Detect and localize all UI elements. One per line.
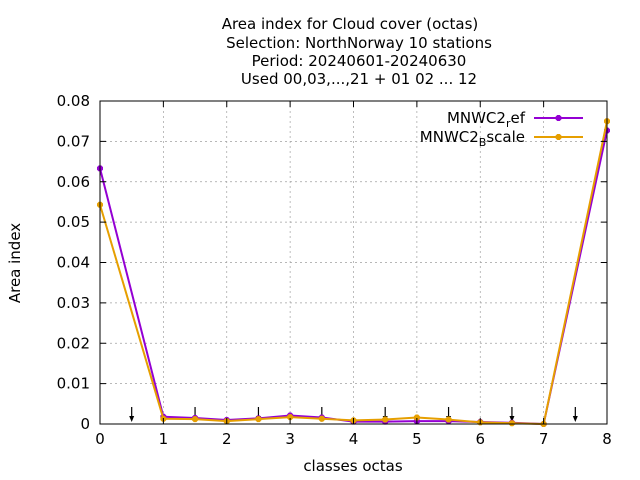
chart-title: Area index for Cloud cover (octas) Selec… (222, 15, 492, 88)
y-tick-label: 0.06 (57, 173, 90, 191)
legend-label: MNWC2ref (447, 109, 526, 130)
x-tick-label: 0 (95, 430, 105, 448)
data-point (413, 414, 420, 421)
data-point (445, 416, 452, 423)
x-tick-label: 2 (222, 430, 232, 448)
data-point (318, 415, 325, 422)
title-line-1: Area index for Cloud cover (octas) (222, 15, 479, 33)
y-axis-label: Area index (6, 223, 24, 303)
y-tick-label: 0.01 (57, 375, 90, 393)
title-line-3: Period: 20240601-20240630 (252, 52, 467, 70)
arrow-down-icon (572, 407, 578, 422)
y-tick-label: 0.08 (57, 92, 90, 110)
x-tick-label: 4 (349, 430, 359, 448)
legend-entry-2: MNWC2Bscale (420, 128, 583, 149)
x-tick-label: 3 (285, 430, 295, 448)
data-point (382, 416, 389, 423)
x-tick-label: 5 (412, 430, 422, 448)
y-tick-label: 0 (80, 415, 90, 433)
title-line-2: Selection: NorthNorway 10 stations (226, 34, 492, 52)
x-axis-label: classes octas (303, 457, 403, 475)
title-line-4: Used 00,03,...,21 + 01 02 ... 12 (241, 70, 477, 88)
data-point (508, 420, 515, 427)
x-tick-label: 1 (159, 430, 169, 448)
legend-entry-1: MNWC2ref (447, 109, 583, 130)
x-tick-label: 8 (602, 430, 612, 448)
data-point (255, 416, 262, 423)
y-tick-label: 0.02 (57, 334, 90, 352)
data-point (287, 414, 294, 421)
x-axis: 0 1 2 3 4 5 6 7 8 (95, 101, 612, 448)
y-axis: 0 0.01 0.02 0.03 0.04 0.05 0.06 0.07 0.08 (57, 92, 607, 433)
legend-swatch-marker (555, 115, 562, 121)
grid-lines (100, 101, 607, 424)
data-point (192, 416, 199, 423)
legend-swatch-marker (555, 133, 562, 141)
x-tick-label: 6 (475, 430, 485, 448)
y-tick-label: 0.07 (57, 132, 90, 150)
y-tick-label: 0.03 (57, 294, 90, 312)
y-tick-label: 0.05 (57, 213, 90, 231)
arrow-down-icon (129, 407, 135, 422)
x-tick-label: 7 (539, 430, 549, 448)
legend-label: MNWC2Bscale (420, 128, 525, 149)
arrow-down-icon (509, 407, 515, 422)
y-tick-label: 0.04 (57, 254, 90, 272)
